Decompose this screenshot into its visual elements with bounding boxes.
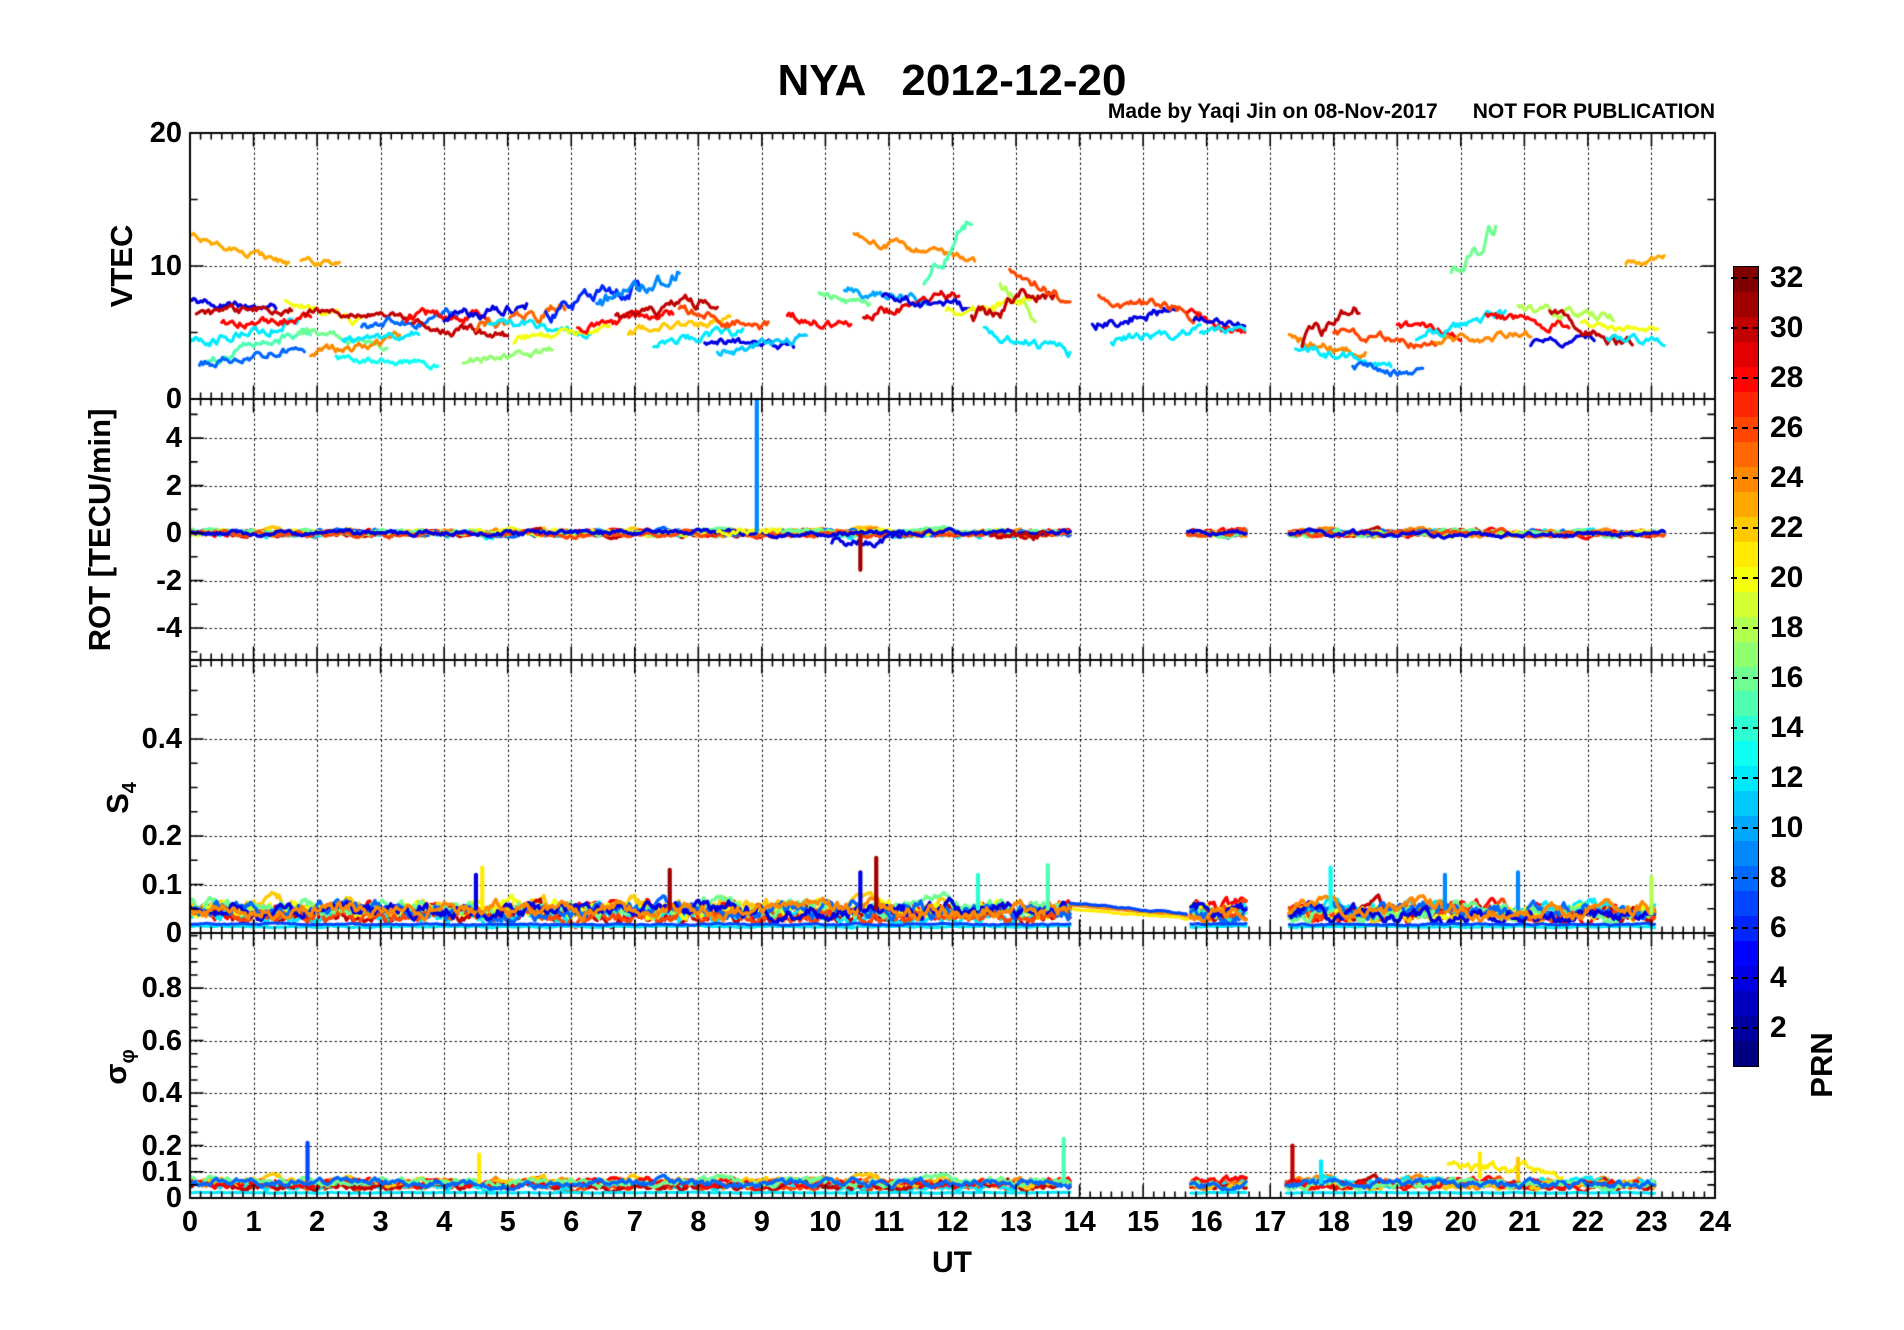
colorbar-tick-label: 14: [1770, 710, 1804, 744]
colorbar-tick: [1731, 627, 1759, 630]
colorbar-label: PRN: [1804, 1032, 1839, 1098]
colorbar-tick-label: 22: [1770, 511, 1804, 545]
colorbar-segment: [1734, 940, 1758, 967]
colorbar-tick: [1731, 926, 1759, 929]
x-tick-label: 15: [1126, 1206, 1160, 1238]
colorbar-tick-label: 18: [1770, 611, 1804, 645]
x-tick-label: 9: [753, 1206, 770, 1238]
y-tick-label: 4: [165, 422, 182, 455]
colorbar: [1733, 266, 1759, 1067]
y-tick-label: 0.1: [141, 1155, 182, 1188]
colorbar-tick: [1731, 976, 1759, 979]
colorbar-tick: [1731, 876, 1759, 879]
colorbar-tick-label: 8: [1770, 860, 1787, 894]
colorbar-tick: [1731, 377, 1759, 380]
y-tick-label: 10: [149, 250, 182, 282]
colorbar-tick-label: 32: [1770, 261, 1804, 295]
colorbar-segment: [1734, 291, 1758, 317]
colorbar-tick-label: 4: [1770, 960, 1787, 994]
colorbar-segment: [1734, 790, 1758, 817]
colorbar-segment: [1734, 591, 1758, 617]
x-tick-label: 3: [372, 1206, 389, 1238]
y-tick-label: 0: [165, 1182, 182, 1214]
x-tick-label: 5: [499, 1206, 516, 1238]
x-tick-label: 1: [245, 1206, 262, 1238]
colorbar-segment: [1734, 990, 1758, 1017]
x-tick-label: 8: [690, 1206, 707, 1238]
colorbar-tick-label: 26: [1770, 411, 1804, 445]
y-tick-label: 0.1: [141, 868, 182, 901]
x-tick-label: 21: [1508, 1206, 1541, 1238]
colorbar-segment: [1734, 740, 1758, 767]
colorbar-tick-label: 2: [1770, 1010, 1787, 1044]
colorbar-segment: [1734, 690, 1758, 717]
x-tick-label: 4: [436, 1206, 453, 1238]
x-tick-label: 6: [563, 1206, 580, 1238]
colorbar-tick: [1731, 1026, 1759, 1029]
x-tick-label: 0: [181, 1206, 199, 1238]
colorbar-segment: [1734, 1040, 1758, 1066]
colorbar-tick: [1731, 826, 1759, 829]
x-tick-label: 17: [1254, 1206, 1287, 1238]
colorbar-segment: [1734, 840, 1758, 867]
colorbar-segment: [1734, 541, 1758, 567]
colorbar-tick: [1731, 527, 1759, 530]
x-tick-label: 24: [1698, 1206, 1732, 1238]
colorbar-segment: [1734, 491, 1758, 517]
colorbar-tick: [1731, 427, 1759, 430]
colorbar-tick: [1731, 676, 1759, 679]
x-tick-label: 23: [1635, 1206, 1668, 1238]
colorbar-tick-label: 6: [1770, 910, 1787, 944]
colorbar-segment: [1734, 391, 1758, 417]
x-tick-label: 10: [809, 1206, 842, 1238]
y-tick-label: 0.4: [141, 723, 182, 756]
x-tick-label: 18: [1317, 1206, 1350, 1238]
x-tick-label: 20: [1444, 1206, 1477, 1238]
colorbar-tick-label: 28: [1770, 361, 1804, 395]
colorbar-segment: [1734, 341, 1758, 367]
colorbar-tick: [1731, 726, 1759, 729]
y-tick-label: -2: [156, 564, 182, 597]
y-tick-label: 0.2: [141, 1129, 182, 1162]
colorbar-tick-label: 20: [1770, 561, 1804, 595]
x-tick-label: 16: [1190, 1206, 1223, 1238]
x-tick-label: 2: [309, 1206, 326, 1238]
x-tick-label: 12: [936, 1206, 969, 1238]
colorbar-tick-label: 12: [1770, 760, 1804, 794]
colorbar-segment: [1734, 441, 1758, 467]
x-tick-label: 7: [626, 1206, 643, 1238]
colorbar-tick: [1731, 327, 1759, 330]
y-tick-label: 20: [149, 117, 182, 149]
y-tick-label: 0.6: [141, 1024, 182, 1057]
colorbar-tick-label: 16: [1770, 660, 1804, 694]
x-tick-label: 11: [873, 1206, 905, 1238]
xaxis-label: UT: [932, 1246, 972, 1279]
colorbar-segment: [1734, 641, 1758, 667]
x-tick-label: 13: [999, 1206, 1033, 1238]
x-tick-label: 14: [1063, 1206, 1096, 1238]
x-tick-label: 19: [1381, 1206, 1414, 1238]
y-tick-label: 0.2: [141, 820, 182, 853]
y-tick-label: -4: [156, 611, 182, 644]
x-tick-label: 22: [1571, 1206, 1605, 1238]
y-tick-label: 2: [165, 469, 182, 502]
colorbar-tick: [1731, 277, 1759, 280]
y-tick-label: 0.8: [141, 972, 182, 1005]
y-tick-label: 0.4: [141, 1077, 182, 1110]
colorbar-tick: [1731, 477, 1759, 480]
colorbar-tick: [1731, 776, 1759, 779]
y-tick-label: 0: [165, 383, 182, 415]
y-tick-label: 0: [165, 917, 182, 949]
colorbar-tick-label: 10: [1770, 810, 1804, 844]
colorbar-tick-label: 30: [1770, 311, 1804, 345]
colorbar-segment: [1734, 890, 1758, 917]
colorbar-tick: [1731, 577, 1759, 580]
y-tick-label: 0: [165, 517, 182, 550]
colorbar-tick-label: 24: [1770, 461, 1804, 495]
